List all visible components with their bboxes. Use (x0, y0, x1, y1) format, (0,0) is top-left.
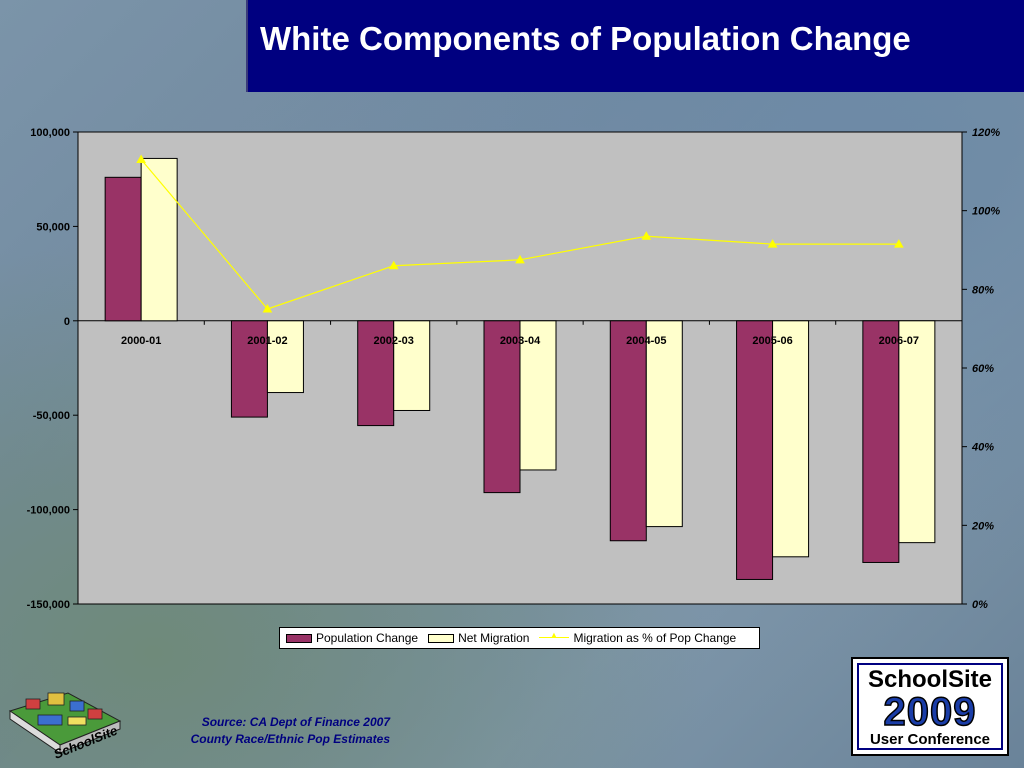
schoolsite-logo: SchoolSite (8, 683, 123, 766)
left-axis-label-1: 50,000 (36, 221, 70, 233)
source-line-2: County Race/Ethnic Pop Estimates (190, 732, 390, 746)
conference-logo-line3: User Conference (869, 731, 991, 748)
bar-population-change-2006-07 (862, 320, 900, 563)
legend-item-net-migration: Net Migration (428, 631, 529, 645)
point-migration-pct-2002-03 (388, 260, 399, 270)
bar-net-migration-2000-01 (140, 157, 178, 322)
left-axis-label-5: -150,000 (27, 599, 70, 611)
point-migration-pct-2005-06 (767, 239, 778, 248)
point-migration-pct-2003-04 (515, 254, 525, 264)
left-axis-label-4: -100,000 (27, 505, 70, 517)
bar-net-migration-2005-06 (772, 320, 810, 558)
chart-legend: Population Change Net Migration Migratio… (279, 627, 760, 649)
category-label-2000-01: 2000-01 (121, 335, 161, 347)
title-banner: White Components of Population Change (246, 0, 1024, 92)
bar-net-migration-2003-04 (519, 320, 557, 471)
source-line-1: Source: CA Dept of Finance 2007 (201, 715, 390, 729)
legend-label-population-change: Population Change (316, 631, 419, 645)
conference-logo: SchoolSite 2009 User Conference (851, 657, 1009, 756)
bar-population-change-2000-01 (104, 176, 142, 322)
bar-net-migration-2001-02 (266, 320, 304, 394)
category-label-2005-06: 2005-06 (752, 335, 792, 347)
legend-label-net-migration: Net Migration (458, 631, 530, 645)
page-title: White Components of Population Change (260, 20, 911, 57)
category-label-2001-02: 2001-02 (247, 335, 287, 347)
left-axis-label-2: 0 (64, 316, 70, 328)
category-label-2006-07: 2006-07 (879, 335, 919, 347)
left-axis-label-0: 100,000 (30, 127, 70, 139)
category-label-2002-03: 2002-03 (374, 335, 414, 347)
right-axis-label-4: 40% (971, 442, 994, 454)
conference-logo-year: 2009 (883, 690, 977, 734)
right-axis-label-1: 100% (972, 206, 1000, 218)
right-axis-label-3: 60% (972, 363, 994, 375)
bar-population-change-2005-06 (736, 320, 774, 580)
legend-item-migration-pct: Migration as % of Pop Change (539, 630, 737, 645)
category-label-2003-04: 2003-04 (500, 335, 541, 347)
right-axis-label-6: 0% (972, 599, 988, 611)
right-axis-label-2: 80% (972, 284, 994, 296)
legend-swatch-migration-pct (539, 630, 570, 643)
point-migration-pct-2000-01 (136, 154, 147, 164)
point-migration-pct-2006-07 (893, 239, 904, 248)
legend-swatch-net-migration (428, 633, 455, 643)
bar-net-migration-2002-03 (393, 320, 431, 411)
legend-item-population-change: Population Change (286, 631, 418, 645)
right-axis-label-0: 120% (972, 127, 1000, 139)
conference-logo-frame: SchoolSite 2009 User Conference (857, 663, 1003, 750)
bar-population-change-2002-03 (357, 320, 395, 427)
point-migration-pct-2001-02 (262, 303, 273, 313)
point-migration-pct-2004-05 (641, 231, 652, 240)
category-label-2004-05: 2004-05 (626, 335, 666, 347)
right-axis-label-5: 20% (971, 520, 994, 532)
legend-label-migration-pct: Migration as % of Pop Change (573, 631, 737, 645)
bar-net-migration-2004-05 (645, 320, 683, 528)
legend-swatch-population-change (286, 633, 312, 643)
source-note: Source: CA Dept of Finance 2007 County R… (150, 714, 390, 748)
bar-population-change-2003-04 (483, 320, 521, 494)
bar-net-migration-2006-07 (898, 320, 936, 544)
bar-population-change-2004-05 (609, 320, 647, 542)
conference-logo-line1: SchoolSite (867, 666, 993, 693)
left-axis-label-3: -50,000 (33, 410, 70, 422)
